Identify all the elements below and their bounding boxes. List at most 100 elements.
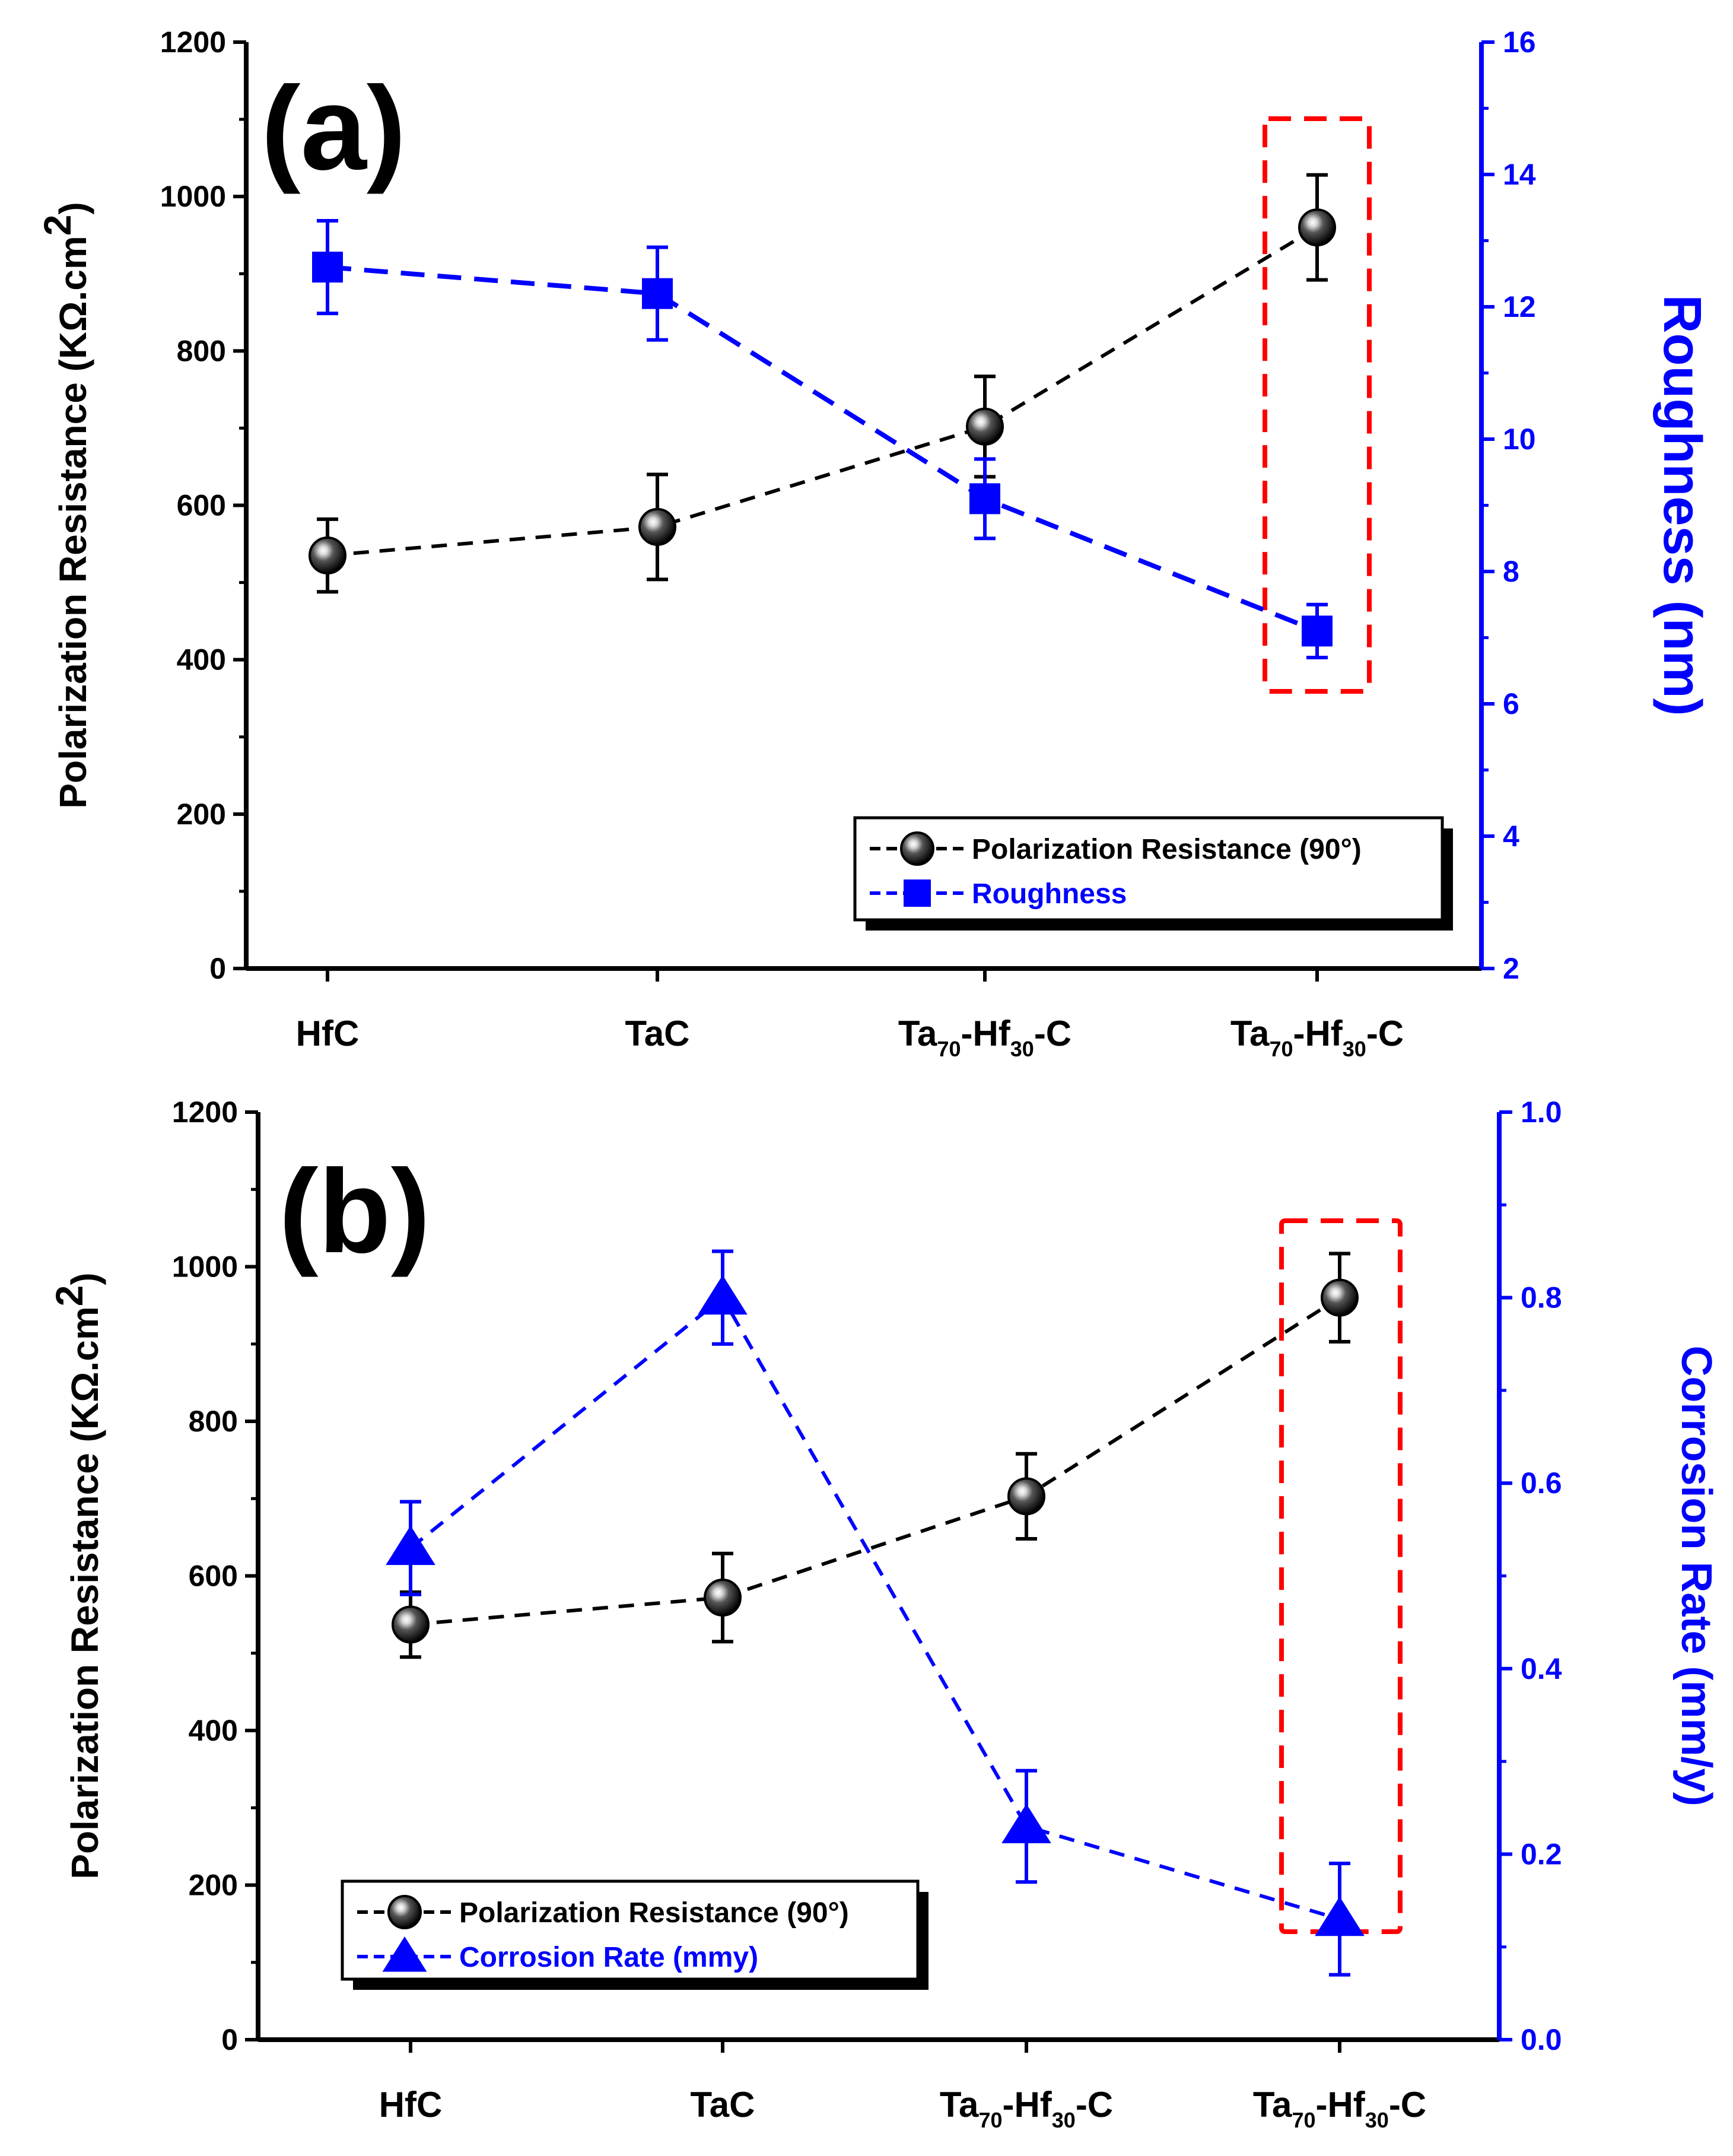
left-axis-title-text: Polarization Resistance ( bbox=[52, 358, 94, 808]
category-label-part: -C bbox=[1366, 1014, 1404, 1053]
highlight-box-ta70-hf30-c bbox=[1279, 1218, 1403, 1934]
legend-marker-sphere bbox=[900, 831, 934, 866]
category-label-part: HfC bbox=[296, 1014, 360, 1053]
right-axis-title: Roughness (nm) bbox=[1652, 295, 1712, 716]
category-label-part: -C bbox=[1034, 1014, 1071, 1053]
category-label: TaC bbox=[625, 1014, 690, 1053]
right-tick-label: 8 bbox=[1503, 555, 1519, 588]
category-label: HfC bbox=[296, 1014, 360, 1053]
legend-label: Roughness bbox=[972, 878, 1127, 910]
category-label-subscript: 70 bbox=[978, 2108, 1002, 2132]
right-tick-label: 0.6 bbox=[1521, 1466, 1562, 1500]
left-tick-label: 200 bbox=[177, 798, 226, 831]
left-axis-title-close: ) bbox=[63, 1272, 106, 1285]
category-label: HfC bbox=[379, 2085, 443, 2125]
legend-box bbox=[341, 1879, 920, 1981]
right-tick-label: 0.2 bbox=[1521, 1837, 1562, 1871]
category-label: Ta70-Hf30-C bbox=[1230, 1014, 1404, 1061]
series-line-left bbox=[410, 1296, 1341, 1627]
data-point-polarization-resistance bbox=[1007, 1477, 1045, 1516]
data-point-roughness bbox=[969, 483, 1000, 515]
right-tick-label: 6 bbox=[1503, 687, 1519, 720]
chart-panel-a: 0 200 400 600 800 1000 1200 2 4 6 8 10 12 14 16 HfC TaC T… bbox=[36, 26, 1712, 1061]
data-point-polarization-resistance bbox=[309, 536, 346, 575]
left-tick-label: 0 bbox=[209, 952, 226, 985]
data-point-roughness bbox=[312, 252, 343, 283]
left-axis-title: Polarization Resistance (KΩ.cm2) bbox=[36, 202, 94, 808]
left-tick-label: 0 bbox=[221, 2023, 238, 2056]
right-tick-label: 10 bbox=[1503, 423, 1536, 456]
right-tick-label: 1.0 bbox=[1521, 1096, 1562, 1129]
left-tick-label: 200 bbox=[189, 1869, 238, 1902]
left-tick-label: 600 bbox=[177, 489, 226, 522]
right-tick-label: 0.0 bbox=[1521, 2023, 1562, 2056]
category-label-part: -C bbox=[1076, 2085, 1113, 2125]
left-tick-label: 1000 bbox=[172, 1250, 238, 1284]
data-point-roughness bbox=[1302, 615, 1333, 647]
category-label: Ta70-Hf30-C bbox=[898, 1014, 1071, 1061]
right-tick-label: 12 bbox=[1503, 290, 1536, 323]
right-tick-label: 0.4 bbox=[1521, 1652, 1562, 1685]
highlight-box-ta70-hf30-c bbox=[1263, 116, 1372, 694]
chart-panel-b: 0 200 400 600 800 1000 1200 0.0 0.2 0.4 0.6 0.8 1.0 H… bbox=[48, 1096, 1720, 2132]
left-axis-title-superscript: 2 bbox=[36, 215, 79, 236]
left-axis-title-unit: KΩ.cm bbox=[63, 1306, 106, 1430]
category-label-part: -Hf bbox=[961, 1014, 1010, 1053]
left-tick-label: 600 bbox=[189, 1560, 238, 1593]
category-label: TaC bbox=[691, 2085, 755, 2125]
legend-marker-triangle bbox=[382, 1936, 427, 1972]
data-point-roughness bbox=[642, 278, 673, 309]
category-label-subscript: 70 bbox=[937, 1037, 961, 1061]
category-label-part: Ta bbox=[898, 1014, 937, 1053]
right-tick-label: 4 bbox=[1503, 820, 1519, 853]
category-label-part: -Hf bbox=[1293, 1014, 1343, 1053]
series-line-left bbox=[327, 226, 1318, 558]
category-label-part: -Hf bbox=[1002, 2085, 1052, 2125]
legend-marker-square bbox=[904, 879, 931, 907]
panel-label: (b) bbox=[279, 1145, 430, 1278]
legend-label: Polarization Resistance (90°) bbox=[972, 834, 1362, 865]
right-tick-label: 14 bbox=[1503, 158, 1536, 191]
data-point-corrosion-rate bbox=[1315, 1896, 1365, 1936]
data-point-polarization-resistance bbox=[638, 507, 676, 546]
legend-marker-sphere bbox=[387, 1895, 422, 1929]
series-line-right bbox=[327, 265, 1318, 634]
category-label: Ta70-Hf30-C bbox=[940, 2085, 1113, 2132]
data-point-polarization-resistance bbox=[1321, 1278, 1359, 1317]
left-tick-label: 400 bbox=[189, 1714, 238, 1747]
left-tick-label: 1200 bbox=[160, 26, 226, 59]
data-point-polarization-resistance bbox=[704, 1578, 742, 1617]
category-label-part: Ta bbox=[1230, 1014, 1270, 1053]
left-axis-title-close: ) bbox=[52, 202, 94, 214]
category-label-part: Ta bbox=[1253, 2085, 1292, 2125]
category-label-subscript: 30 bbox=[1343, 1037, 1366, 1061]
right-tick-label: 16 bbox=[1503, 26, 1536, 59]
legend-box bbox=[853, 816, 1444, 922]
category-label-part: Ta bbox=[940, 2085, 979, 2125]
category-label-part: -Hf bbox=[1315, 2085, 1365, 2125]
left-axis-title: Polarization Resistance (KΩ.cm2) bbox=[48, 1272, 106, 1879]
data-point-corrosion-rate bbox=[698, 1275, 748, 1315]
right-tick-label: 0.8 bbox=[1521, 1281, 1562, 1314]
panel-label: (a) bbox=[261, 62, 406, 195]
category-label-subscript: 70 bbox=[1292, 2108, 1315, 2132]
category-label-subscript: 70 bbox=[1269, 1037, 1293, 1061]
category-label-part: -C bbox=[1389, 2085, 1426, 2125]
category-label-part: HfC bbox=[379, 2085, 443, 2125]
category-label-subscript: 30 bbox=[1365, 2108, 1389, 2132]
legend-label: Corrosion Rate (mmy) bbox=[459, 1942, 758, 1973]
data-point-corrosion-rate bbox=[1001, 1803, 1051, 1844]
category-label-subscript: 30 bbox=[1010, 1037, 1034, 1061]
left-axis-title-text: Polarization Resistance ( bbox=[63, 1429, 106, 1879]
left-tick-label: 400 bbox=[177, 643, 226, 677]
category-label-subscript: 30 bbox=[1052, 2108, 1076, 2132]
category-label-part: TaC bbox=[691, 2085, 755, 2125]
left-axis-title-unit: KΩ.cm bbox=[52, 236, 94, 359]
left-axis-title-superscript: 2 bbox=[48, 1285, 91, 1307]
series-line-right bbox=[409, 1295, 1340, 1921]
left-tick-label: 800 bbox=[177, 334, 226, 367]
left-tick-label: 1000 bbox=[160, 180, 226, 213]
left-tick-label: 800 bbox=[189, 1405, 238, 1438]
data-point-corrosion-rate bbox=[386, 1525, 435, 1566]
data-point-polarization-resistance bbox=[966, 407, 1004, 446]
